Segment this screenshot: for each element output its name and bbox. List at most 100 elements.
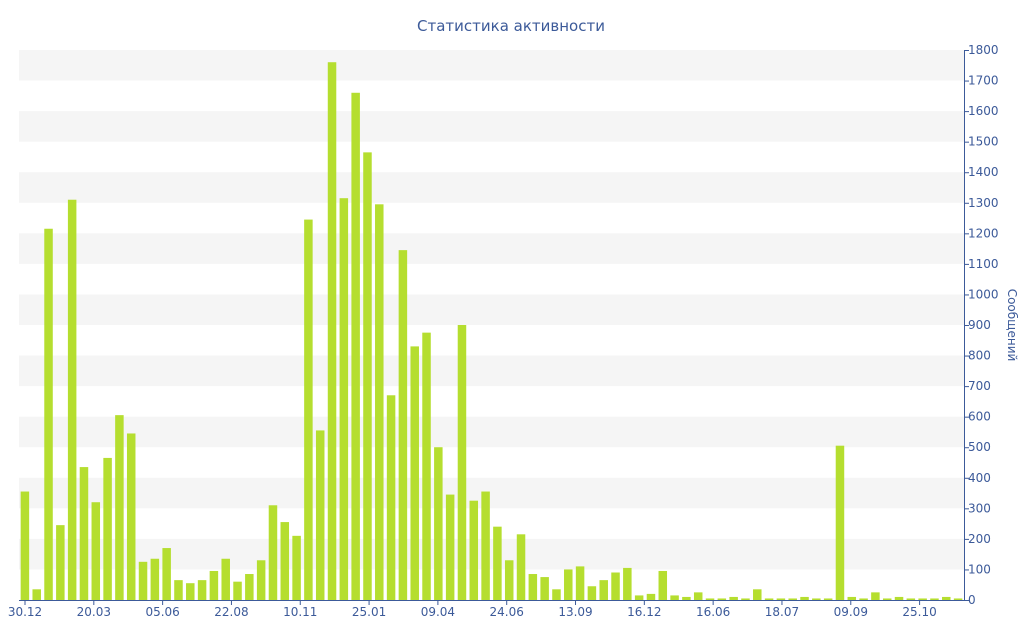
x-tick-label: 18.07 — [765, 605, 799, 619]
x-tick-label: 30.12 — [8, 605, 42, 619]
x-ticks: 30.12 20.03 05.06 22.08 10.11 25.01 09.04 24.06… — [8, 600, 937, 619]
x-tick-label: 16.12 — [627, 605, 661, 619]
y-tick-label: 1100 — [968, 257, 999, 271]
bar — [918, 598, 927, 600]
bar — [126, 433, 136, 600]
bar — [245, 574, 254, 600]
x-tick-label: 25.01 — [352, 605, 386, 619]
bar — [20, 491, 30, 600]
bar — [138, 561, 148, 600]
y-tick-label: 100 — [968, 562, 991, 576]
y-tick-label: 1600 — [968, 104, 999, 118]
grid-band — [19, 172, 964, 203]
y-tick-label: 1400 — [968, 165, 999, 179]
bar — [894, 596, 904, 600]
bar — [717, 598, 727, 600]
bar — [457, 325, 467, 600]
bar — [882, 598, 892, 600]
y-ticks: 0 100 200 300 400 500 600 700 800 900 1000 1100 1200… — [964, 43, 999, 607]
bar — [953, 598, 963, 600]
grid-band — [19, 233, 964, 264]
bar — [386, 395, 396, 600]
y-tick-label: 1500 — [968, 135, 999, 149]
bar — [256, 560, 266, 600]
bar — [658, 570, 668, 600]
bar — [646, 593, 656, 600]
grid-band — [19, 355, 964, 387]
bar — [209, 570, 219, 600]
bar — [292, 535, 301, 600]
bar — [398, 250, 408, 600]
bar — [103, 457, 112, 600]
bar — [528, 574, 538, 600]
bar — [67, 199, 77, 600]
bar — [280, 522, 290, 600]
y-tick-label: 400 — [968, 471, 991, 485]
bar — [174, 580, 183, 600]
bar — [32, 589, 41, 600]
bar — [197, 580, 207, 600]
bar — [410, 346, 419, 600]
bar — [339, 198, 349, 600]
bar — [469, 500, 479, 600]
x-tick-label: 09.04 — [421, 605, 455, 619]
bar — [587, 586, 597, 600]
x-tick-label: 24.06 — [490, 605, 524, 619]
bar — [682, 596, 691, 600]
grid-band — [19, 477, 964, 509]
bar — [434, 447, 443, 600]
grid-band — [19, 294, 964, 325]
bar — [422, 332, 431, 600]
bar — [445, 494, 455, 600]
bar — [44, 228, 53, 600]
bar — [115, 415, 124, 600]
grid-band — [19, 111, 964, 142]
grid-bands — [19, 50, 964, 570]
bar — [375, 204, 384, 600]
y-tick-label: 900 — [968, 318, 991, 332]
bar — [623, 567, 632, 600]
bar — [906, 598, 916, 600]
bar — [693, 592, 703, 600]
bar — [776, 598, 786, 600]
x-tick-label: 09.09 — [834, 605, 868, 619]
bar — [729, 596, 738, 600]
bar — [942, 596, 951, 600]
y-tick-label: 1800 — [968, 43, 999, 57]
grid-band — [19, 416, 964, 448]
bar — [871, 592, 880, 600]
bar — [233, 581, 242, 600]
bar — [611, 572, 620, 600]
bar — [79, 467, 89, 600]
y-tick-label: 800 — [968, 349, 991, 363]
bar — [493, 526, 502, 600]
bar — [315, 430, 325, 600]
bar — [481, 491, 490, 600]
bar — [670, 595, 679, 600]
y-tick-label: 1200 — [968, 226, 999, 240]
bars — [20, 62, 963, 601]
y-tick-label: 200 — [968, 532, 991, 546]
bar — [516, 534, 526, 600]
bar — [859, 598, 868, 600]
chart-title: Статистика активности — [417, 17, 605, 35]
bar — [930, 598, 939, 600]
bar — [575, 566, 585, 600]
y-tick-label: 1000 — [968, 287, 999, 301]
x-tick-label: 20.03 — [77, 605, 111, 619]
grid-band — [19, 538, 964, 570]
y-tick-label: 300 — [968, 501, 991, 515]
bar — [812, 598, 821, 600]
x-tick-label: 05.06 — [145, 605, 179, 619]
y-tick-label: 1700 — [968, 74, 999, 88]
bar — [162, 548, 171, 600]
bar — [564, 569, 573, 600]
bar — [847, 596, 857, 600]
y-tick-label: 700 — [968, 379, 991, 393]
bar — [91, 502, 101, 600]
y-tick-label: 0 — [968, 593, 976, 607]
bar — [150, 558, 160, 600]
bar — [221, 558, 230, 600]
y-axis-title: Сообщений — [1005, 289, 1019, 362]
